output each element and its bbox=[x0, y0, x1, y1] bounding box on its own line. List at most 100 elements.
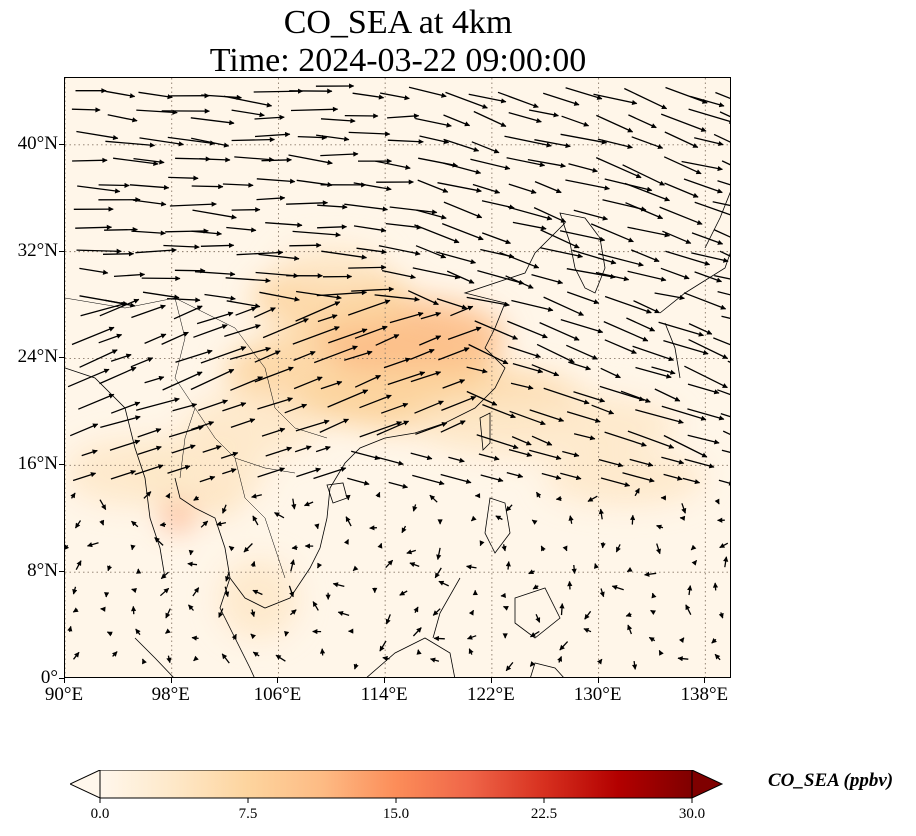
wind-arrow bbox=[466, 390, 498, 406]
wind-arrow bbox=[225, 277, 271, 284]
wind-arrow bbox=[598, 458, 624, 468]
map-panel[interactable] bbox=[64, 77, 731, 678]
wind-arrow bbox=[430, 657, 440, 663]
wind-arrow bbox=[204, 293, 236, 301]
lat-tick bbox=[59, 464, 64, 466]
wind-arrow bbox=[536, 343, 575, 364]
wind-arrow bbox=[113, 157, 159, 166]
borders bbox=[65, 297, 328, 579]
wind-arrow bbox=[225, 571, 231, 582]
wind-arrow bbox=[540, 229, 580, 249]
wind-arrow bbox=[381, 269, 416, 280]
wind-arrow bbox=[200, 346, 247, 364]
lat-tick bbox=[59, 250, 64, 252]
wind-arrow bbox=[445, 91, 488, 109]
wind-arrow bbox=[568, 515, 574, 524]
wind-arrow bbox=[651, 366, 676, 375]
wind-arrow bbox=[598, 508, 604, 520]
wind-arrow bbox=[254, 131, 291, 138]
wind-arrow bbox=[503, 605, 509, 611]
wind-arrow bbox=[571, 564, 577, 575]
wind-arrow bbox=[99, 366, 137, 385]
wind-arrow bbox=[528, 109, 559, 118]
wind-arrow bbox=[505, 561, 511, 570]
wind-arrow bbox=[79, 267, 109, 275]
wind-arrow bbox=[438, 347, 470, 361]
wind-arrow bbox=[541, 472, 562, 480]
wind-arrow bbox=[98, 182, 130, 189]
wind-arrow bbox=[627, 624, 633, 635]
wind-arrow bbox=[532, 584, 539, 590]
wind-arrow bbox=[685, 604, 692, 615]
lon-tick bbox=[277, 678, 279, 683]
wind-arrow bbox=[348, 264, 387, 270]
wind-arrow bbox=[375, 491, 381, 498]
wind-arrow bbox=[383, 357, 411, 369]
wind-arrow bbox=[479, 540, 485, 547]
wind-arrow bbox=[584, 610, 592, 620]
wind-arrow bbox=[77, 185, 121, 194]
coastline-china bbox=[326, 222, 566, 519]
wind-arrow bbox=[375, 334, 400, 346]
wind-arrow bbox=[69, 423, 99, 437]
wind-arrow bbox=[711, 638, 717, 644]
plume-9 bbox=[185, 391, 319, 459]
wind-arrow bbox=[144, 333, 167, 344]
wind-arrow bbox=[344, 203, 389, 212]
plume-12 bbox=[278, 244, 386, 286]
colorbar-tick-label: 15.0 bbox=[382, 806, 410, 822]
wind-arrow bbox=[630, 249, 660, 263]
wind-arrow bbox=[600, 542, 606, 549]
wind-arrow bbox=[353, 225, 387, 233]
wind-arrow bbox=[99, 499, 107, 511]
wind-arrow bbox=[599, 385, 645, 402]
wind-arrow bbox=[635, 366, 672, 379]
wind-arrow bbox=[433, 635, 445, 642]
wind-arrow bbox=[107, 565, 113, 572]
wind-arrow bbox=[528, 569, 535, 575]
wind-arrow bbox=[688, 108, 730, 124]
wind-arrow bbox=[104, 226, 138, 233]
wind-arrow bbox=[72, 157, 108, 163]
wind-arrow bbox=[167, 464, 191, 474]
wind-arrow bbox=[382, 655, 390, 662]
wind-arrow bbox=[566, 291, 600, 305]
wind-arrow bbox=[320, 151, 359, 157]
wind-arrow bbox=[172, 402, 198, 412]
wind-arrow bbox=[662, 230, 692, 244]
wind-arrow bbox=[136, 397, 180, 411]
wind-arrow bbox=[144, 375, 165, 384]
wind-arrow bbox=[254, 350, 281, 363]
wind-arrow bbox=[504, 135, 552, 148]
wind-arrow bbox=[167, 136, 216, 146]
wind-arrow bbox=[295, 301, 341, 322]
wind-arrow bbox=[626, 566, 633, 573]
wind-arrow bbox=[511, 299, 554, 312]
wind-arrow bbox=[243, 543, 253, 553]
wind-arrow bbox=[677, 656, 689, 662]
wind-arrow bbox=[259, 291, 300, 302]
wind-arrow bbox=[717, 290, 730, 296]
wind-arrow bbox=[131, 230, 166, 236]
wind-arrow bbox=[352, 92, 385, 100]
wind-arrow bbox=[721, 160, 730, 166]
wind-arrow bbox=[446, 270, 475, 284]
lat-tick bbox=[59, 571, 64, 573]
wind-arrow bbox=[507, 345, 541, 359]
coastline-sulawesi bbox=[530, 662, 564, 677]
wind-arrow bbox=[412, 474, 445, 486]
wind-arrow bbox=[443, 138, 480, 152]
wind-arrow bbox=[412, 267, 461, 280]
wind-arrow bbox=[65, 544, 70, 551]
wind-arrow bbox=[234, 156, 275, 163]
wind-arrow bbox=[131, 605, 137, 615]
wind-arrow bbox=[718, 612, 724, 619]
wind-arrow bbox=[627, 270, 667, 282]
wind-arrow bbox=[611, 585, 624, 591]
wind-arrow bbox=[506, 157, 546, 168]
wind-arrow bbox=[713, 337, 730, 346]
wind-arrow bbox=[254, 366, 294, 383]
wind-arrow bbox=[466, 366, 488, 374]
wind-arrow bbox=[448, 456, 465, 463]
wind-arrow bbox=[416, 209, 447, 220]
